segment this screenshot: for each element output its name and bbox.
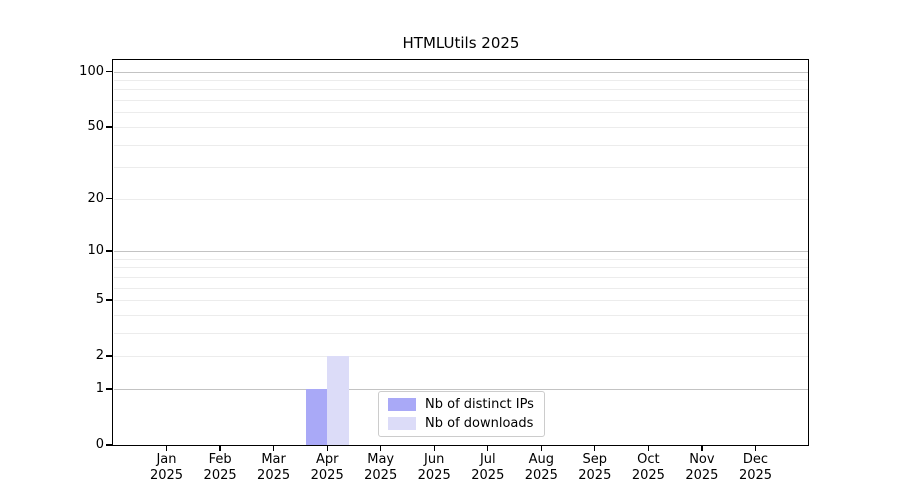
- legend-label: Nb of distinct IPs: [425, 397, 534, 412]
- x-tick-label: Jul 2025: [456, 452, 520, 484]
- x-tick-year: 2025: [471, 468, 505, 483]
- y-tick-mark: [106, 198, 112, 200]
- x-tick-month: Jan: [156, 452, 177, 467]
- y-tick-mark: [106, 299, 112, 301]
- minor-gridline: [114, 287, 808, 289]
- x-tick-label: Apr 2025: [295, 452, 359, 484]
- y-tick-mark: [106, 70, 112, 73]
- x-tick-label: Dec 2025: [724, 452, 788, 484]
- x-tick-label: Aug 2025: [509, 452, 573, 484]
- x-tick-mark: [754, 446, 757, 451]
- x-tick-year: 2025: [738, 468, 773, 483]
- x-tick-month: Nov: [689, 452, 715, 467]
- minor-gridline: [114, 167, 808, 169]
- y-tick-label: 1: [95, 380, 104, 396]
- major-gridline: [114, 251, 808, 252]
- bar-distinct-ips: [305, 388, 328, 445]
- minor-gridline: [114, 258, 808, 260]
- minor-gridline: [114, 276, 808, 278]
- x-tick-mark: [540, 446, 542, 451]
- x-tick-month: Jul: [479, 452, 496, 467]
- x-tick-mark: [487, 446, 489, 451]
- x-tick-label: Jun 2025: [402, 452, 466, 484]
- x-tick-month: May: [367, 452, 395, 467]
- y-tick-label: 50: [87, 118, 104, 134]
- x-tick-year: 2025: [364, 468, 398, 483]
- x-tick-month: Dec: [742, 452, 769, 467]
- x-tick-mark: [219, 446, 221, 451]
- major-gridline: [114, 388, 808, 390]
- legend-label: Nb of downloads: [425, 416, 534, 431]
- legend: Nb of distinct IPs Nb of downloads: [378, 391, 545, 437]
- x-tick-label: Nov 2025: [670, 452, 734, 484]
- bar-downloads: [327, 356, 349, 445]
- y-tick-mark: [106, 388, 112, 390]
- y-tick-mark: [106, 355, 112, 357]
- x-tick-month: Feb: [208, 452, 232, 467]
- minor-gridline: [114, 144, 808, 146]
- x-tick-label: Sep 2025: [563, 452, 627, 484]
- x-tick-year: 2025: [203, 468, 237, 483]
- minor-gridline: [114, 112, 808, 114]
- y-tick-label: 0: [95, 437, 104, 452]
- x-tick-year: 2025: [631, 468, 665, 483]
- minor-gridline: [114, 300, 808, 301]
- x-tick-mark: [380, 446, 382, 451]
- y-tick-mark: [106, 444, 112, 446]
- minor-gridline: [114, 80, 808, 81]
- y-tick-label: 10: [87, 243, 104, 258]
- x-tick-year: 2025: [310, 468, 344, 483]
- x-tick-mark: [701, 446, 703, 451]
- x-tick-label: Mar 2025: [242, 452, 306, 484]
- x-tick-label: Oct 2025: [616, 452, 680, 484]
- x-tick-year: 2025: [149, 468, 184, 483]
- x-tick-label: May 2025: [349, 452, 413, 484]
- y-tick-mark: [106, 126, 112, 128]
- x-tick-year: 2025: [524, 468, 558, 483]
- minor-gridline: [114, 100, 808, 102]
- major-gridline: [114, 71, 808, 73]
- x-tick-mark: [165, 446, 168, 451]
- y-tick-label: 5: [95, 292, 104, 307]
- x-tick-mark: [272, 446, 275, 451]
- x-tick-month: Apr: [315, 452, 339, 467]
- x-tick-year: 2025: [417, 468, 451, 483]
- x-tick-year: 2025: [578, 468, 612, 483]
- minor-gridline: [114, 314, 808, 316]
- minor-gridline: [114, 267, 808, 269]
- minor-gridline: [114, 356, 808, 358]
- x-tick-month: Aug: [528, 452, 554, 467]
- x-tick-month: Mar: [261, 452, 286, 467]
- legend-swatch-downloads: [388, 417, 416, 430]
- x-tick-mark: [647, 446, 650, 451]
- legend-item: Nb of distinct IPs: [388, 397, 534, 412]
- y-tick-label: 20: [87, 190, 104, 206]
- x-tick-mark: [326, 446, 328, 451]
- x-tick-label: Feb 2025: [188, 452, 252, 484]
- x-tick-year: 2025: [257, 468, 291, 483]
- y-tick-label: 2: [95, 348, 104, 364]
- legend-swatch-distinct-ips: [388, 398, 416, 411]
- minor-gridline: [114, 89, 808, 91]
- chart-title: HTMLUtils 2025: [402, 34, 520, 52]
- x-tick-label: Jan 2025: [135, 452, 199, 484]
- x-tick-mark: [594, 446, 596, 451]
- y-tick-label: 100: [79, 63, 104, 79]
- y-tick-mark: [106, 250, 112, 252]
- x-tick-month: Oct: [637, 452, 660, 467]
- minor-gridline: [114, 332, 808, 334]
- x-tick-year: 2025: [685, 468, 719, 483]
- legend-item: Nb of downloads: [388, 416, 534, 431]
- minor-gridline: [114, 126, 808, 128]
- x-tick-month: Sep: [582, 452, 608, 467]
- x-tick-mark: [433, 446, 435, 451]
- minor-gridline: [114, 198, 808, 200]
- x-tick-month: Jun: [424, 452, 445, 467]
